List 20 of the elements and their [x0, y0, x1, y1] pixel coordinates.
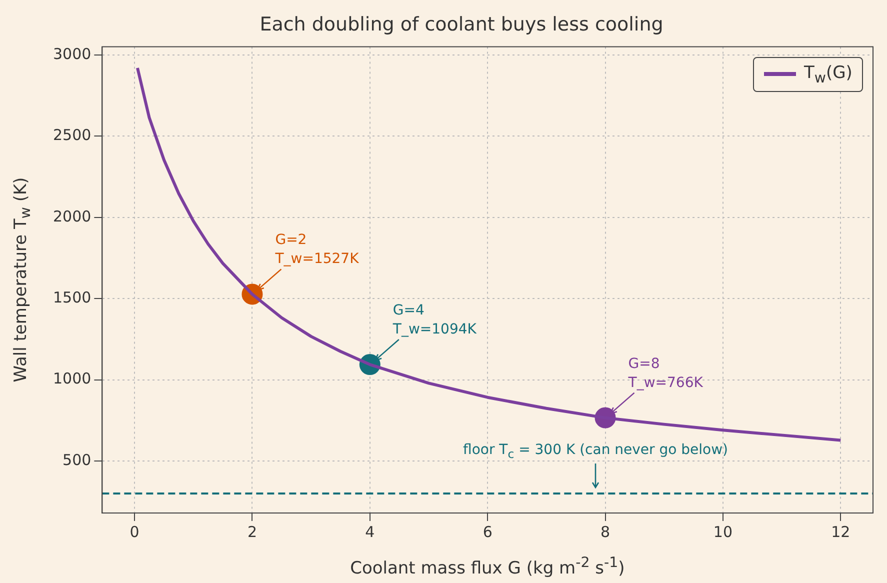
annotation: G=4 T_w=1094K: [392, 302, 478, 338]
ref-line-label: floor T$_{c}$ = 300 K (can never go below): [463, 442, 728, 460]
chart-title: Each doubling of coolant buys less cooling: [260, 13, 664, 36]
y-tick-label: 2500: [52, 126, 92, 144]
x-tick-label: 4: [365, 522, 375, 541]
x-tick-label: 8: [600, 522, 610, 541]
x-tick-label: 2: [247, 522, 257, 541]
y-tick-label: 500: [62, 450, 92, 469]
y-tick-label: 3000: [52, 44, 92, 63]
x-tick-label: 10: [713, 522, 732, 541]
annotation: G=2 T_w=1527K: [274, 232, 360, 268]
y-tick-label: 1000: [52, 370, 92, 388]
annotation: G=8 T_w=766K: [627, 356, 704, 391]
x-tick-label: 12: [831, 522, 850, 541]
y-tick-label: 2000: [52, 207, 92, 226]
x-axis-title: Coolant mass flux G (kg m$^{-2}$ s$^{-1}$): [350, 555, 625, 579]
y-tick-label: 1500: [52, 288, 92, 306]
x-tick-label: 0: [130, 522, 140, 541]
x-tick-label: 6: [482, 522, 492, 541]
legend-label: T$_{w}$(G): [804, 62, 852, 86]
